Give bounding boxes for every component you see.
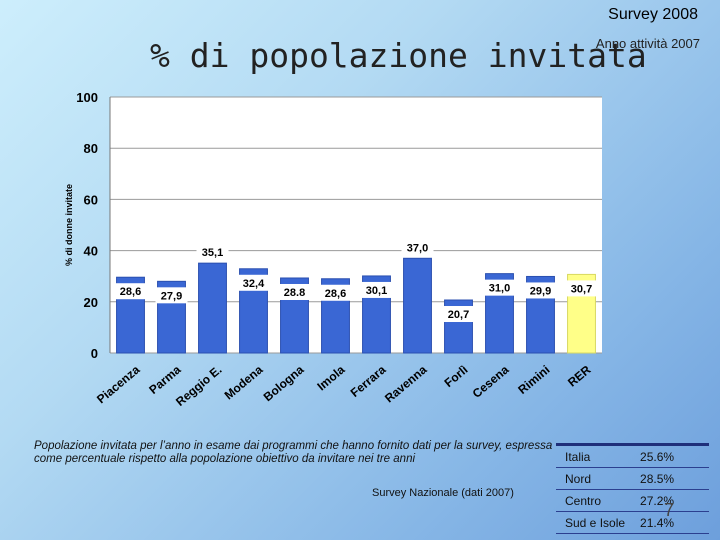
- data-label: 28,6: [120, 286, 141, 298]
- data-label: 30,1: [366, 285, 387, 297]
- region-value: 25.6%: [634, 443, 710, 468]
- x-tick-label: Bologna: [261, 362, 307, 404]
- table-row: Sud e Isole 21.4%: [556, 511, 710, 534]
- region-value: 21.4%: [634, 511, 710, 534]
- y-tick-label: 100: [76, 90, 98, 105]
- data-label-bg: [483, 279, 516, 296]
- grid-lines: [109, 96, 602, 354]
- region-label: Nord: [556, 467, 635, 490]
- y-tick-label: 40: [84, 244, 98, 259]
- data-label-bg: [114, 283, 147, 300]
- x-tick-label: Forlì: [442, 363, 471, 390]
- data-label-bg: [237, 274, 270, 291]
- table-row: Italia 25.6%: [556, 443, 710, 468]
- x-tick-label: RER: [565, 362, 594, 389]
- x-tick-label: Imola: [314, 362, 347, 393]
- data-label-bg: [360, 281, 393, 298]
- y-tick-label: 80: [84, 141, 98, 156]
- region-label: Sud e Isole: [556, 511, 635, 534]
- data-label-bg: [155, 287, 188, 304]
- chart-caption: Popolazione invitata per l’anno in esame…: [34, 440, 553, 465]
- comparison-table: Italia 25.6% Nord 28.5% Centro 27.2% Sud…: [556, 443, 710, 534]
- plot-area: [110, 97, 602, 353]
- region-label: Italia: [556, 443, 635, 468]
- data-label: 37,0: [407, 242, 428, 254]
- data-label: 32,4: [243, 278, 265, 290]
- data-label: 31,0: [489, 283, 510, 295]
- data-label: 29,9: [530, 285, 551, 297]
- data-label: 35,1: [202, 247, 223, 259]
- data-label: 28,6: [325, 288, 346, 300]
- y-axis-label: % di donne invitate: [64, 184, 74, 266]
- data-label: 28.8: [284, 287, 305, 299]
- data-label: 30,7: [571, 283, 592, 295]
- data-label: 20,7: [448, 309, 469, 321]
- bars: 28,6 27,9 35,1 32,4 28.8 28,6 30,1 37,0 20,7 31,0…: [114, 239, 598, 354]
- y-tick-label: 0: [91, 346, 98, 361]
- bar-chart: 28,6 27,9 35,1 32,4 28.8 28,6 30,1 37,0 20,7 31,0…: [64, 90, 602, 409]
- data-label-bg: [565, 280, 598, 297]
- x-tick-label: Piacenza: [94, 362, 143, 406]
- y-tick-label: 60: [84, 192, 98, 207]
- data-label-bg: [442, 306, 475, 323]
- y-tick-labels: 0 20 40 60 80 100: [76, 90, 98, 361]
- x-tick-label: Ravenna: [382, 362, 430, 405]
- data-label-bg: [401, 239, 434, 256]
- data-label: 27,9: [161, 290, 182, 302]
- bar: [198, 262, 227, 354]
- table-row: Centro 27.2%: [556, 489, 710, 512]
- page-number: 7: [664, 500, 675, 520]
- x-tick-label: Reggio E.: [173, 363, 224, 409]
- page-title: % di popolazione invitata: [150, 36, 647, 75]
- region-value: 28.5%: [634, 467, 710, 490]
- x-tick-label: Rimini: [515, 363, 552, 397]
- data-label-bg: [319, 284, 352, 301]
- data-label-bg: [524, 282, 557, 299]
- table-row: Nord 28.5%: [556, 467, 710, 490]
- x-tick-label: Modena: [222, 362, 266, 402]
- data-label-bg: [196, 244, 229, 261]
- source-note: Survey Nazionale (dati 2007): [372, 487, 514, 499]
- survey-title: Survey 2008: [608, 6, 698, 23]
- region-value: 27.2%: [634, 489, 710, 512]
- region-label: Centro: [556, 489, 635, 512]
- x-tick-label: Cesena: [470, 362, 512, 400]
- data-label-bg: [278, 283, 311, 300]
- bar: [403, 257, 432, 354]
- activity-year: Anno attività 2007: [595, 36, 700, 51]
- x-tick-label: Parma: [146, 362, 183, 397]
- y-tick-label: 20: [84, 295, 98, 310]
